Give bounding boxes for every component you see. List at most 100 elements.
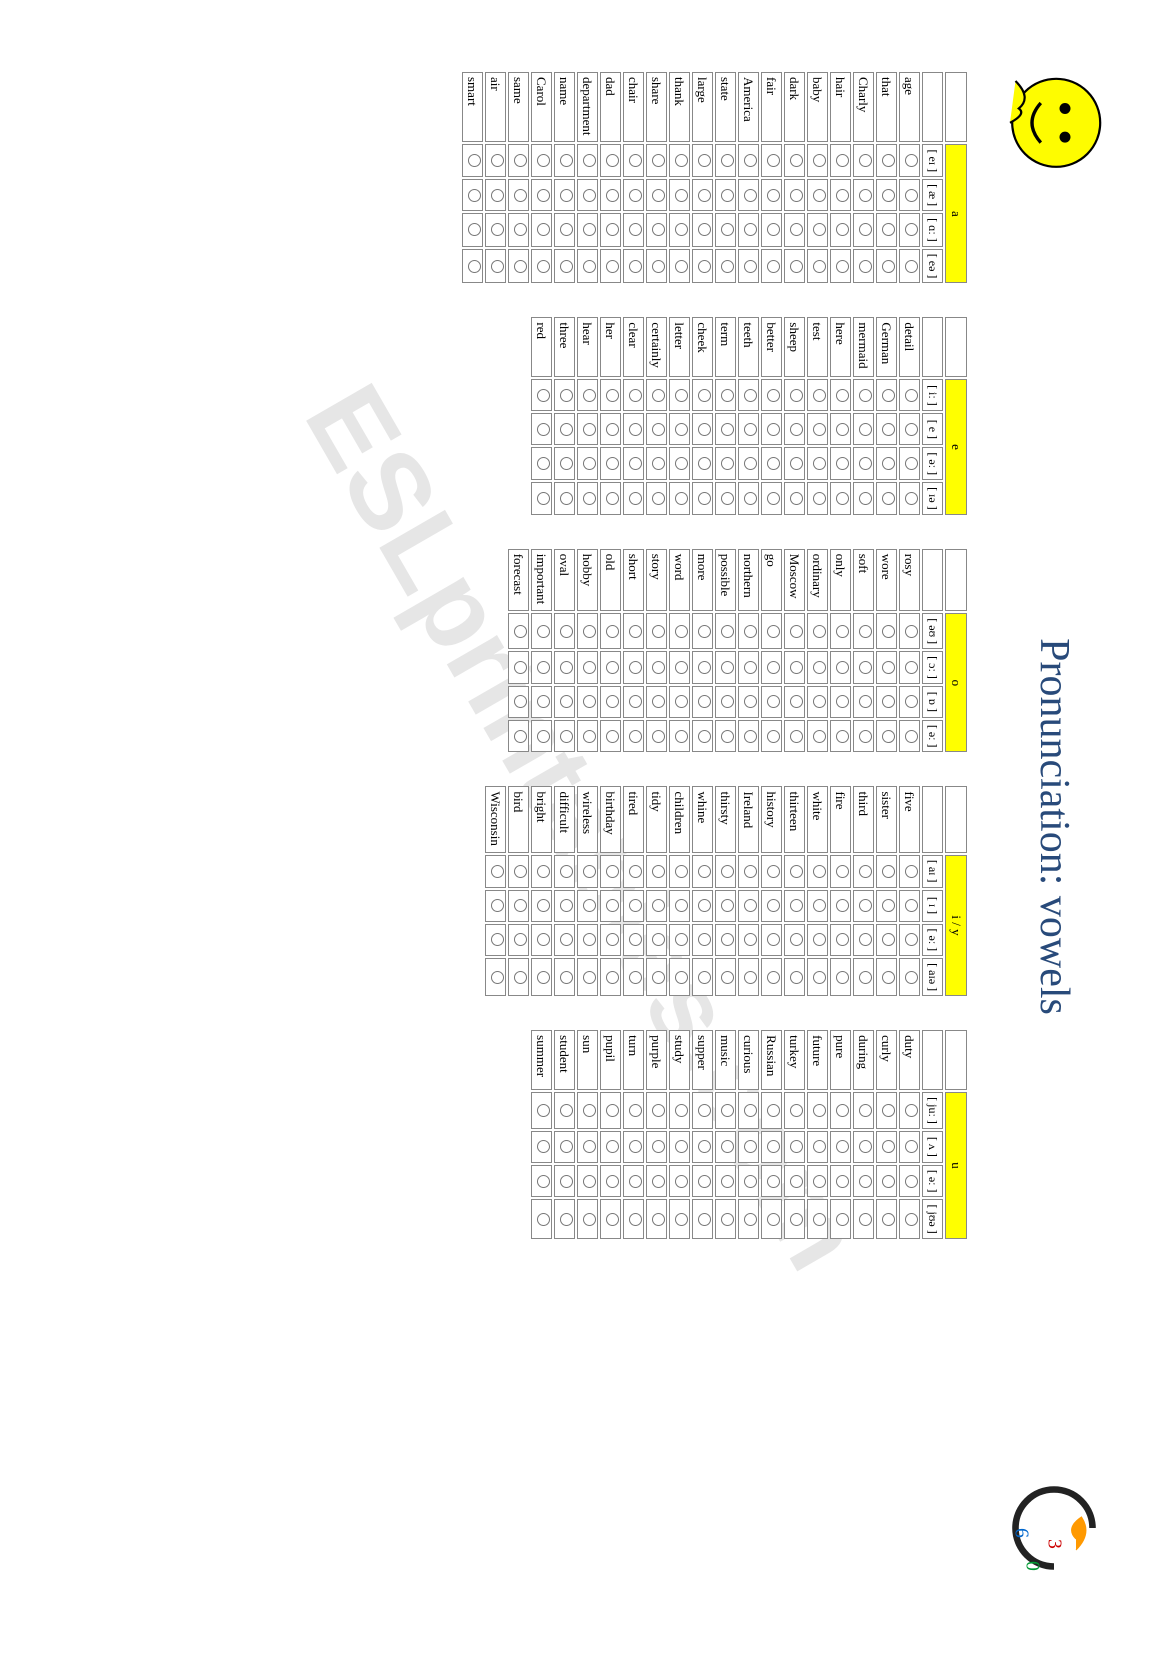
radio-cell[interactable]: [784, 1165, 805, 1198]
radio-icon[interactable]: [790, 1104, 803, 1117]
radio-icon[interactable]: [583, 695, 596, 708]
radio-icon[interactable]: [882, 695, 895, 708]
radio-cell[interactable]: [876, 1165, 897, 1198]
radio-icon[interactable]: [514, 971, 527, 984]
radio-icon[interactable]: [560, 389, 573, 402]
radio-icon[interactable]: [698, 389, 711, 402]
radio-cell[interactable]: [485, 249, 506, 284]
radio-icon[interactable]: [652, 971, 665, 984]
radio-cell[interactable]: [807, 1092, 828, 1129]
radio-icon[interactable]: [468, 189, 481, 202]
radio-cell[interactable]: [830, 651, 851, 684]
radio-icon[interactable]: [836, 492, 849, 505]
radio-cell[interactable]: [508, 613, 529, 649]
radio-cell[interactable]: [623, 924, 644, 957]
radio-cell[interactable]: [554, 958, 575, 996]
radio-icon[interactable]: [836, 1140, 849, 1153]
radio-icon[interactable]: [675, 971, 688, 984]
radio-cell[interactable]: [715, 447, 736, 480]
radio-cell[interactable]: [761, 144, 782, 177]
radio-cell[interactable]: [899, 379, 920, 411]
radio-icon[interactable]: [560, 223, 573, 236]
radio-icon[interactable]: [767, 865, 780, 878]
radio-cell[interactable]: [761, 413, 782, 445]
radio-icon[interactable]: [652, 933, 665, 946]
radio-icon[interactable]: [652, 389, 665, 402]
radio-icon[interactable]: [721, 730, 734, 743]
radio-icon[interactable]: [583, 1140, 596, 1153]
radio-icon[interactable]: [583, 260, 596, 273]
radio-cell[interactable]: [715, 213, 736, 247]
radio-cell[interactable]: [646, 890, 667, 922]
radio-icon[interactable]: [721, 389, 734, 402]
radio-cell[interactable]: [531, 249, 552, 284]
radio-cell[interactable]: [600, 1092, 621, 1129]
radio-icon[interactable]: [606, 492, 619, 505]
radio-icon[interactable]: [583, 1104, 596, 1117]
radio-cell[interactable]: [738, 413, 759, 445]
radio-icon[interactable]: [606, 661, 619, 674]
radio-icon[interactable]: [721, 423, 734, 436]
radio-cell[interactable]: [738, 686, 759, 718]
radio-cell[interactable]: [646, 144, 667, 177]
radio-icon[interactable]: [721, 1175, 734, 1188]
radio-icon[interactable]: [560, 661, 573, 674]
radio-cell[interactable]: [485, 144, 506, 177]
radio-cell[interactable]: [669, 924, 690, 957]
radio-cell[interactable]: [761, 958, 782, 996]
radio-cell[interactable]: [784, 890, 805, 922]
radio-cell[interactable]: [784, 249, 805, 284]
radio-cell[interactable]: [623, 720, 644, 753]
radio-icon[interactable]: [698, 899, 711, 912]
radio-cell[interactable]: [669, 1165, 690, 1198]
radio-cell[interactable]: [600, 379, 621, 411]
radio-icon[interactable]: [652, 154, 665, 167]
radio-icon[interactable]: [744, 423, 757, 436]
radio-icon[interactable]: [675, 423, 688, 436]
radio-cell[interactable]: [600, 651, 621, 684]
radio-icon[interactable]: [698, 1213, 711, 1226]
radio-cell[interactable]: [531, 213, 552, 247]
radio-cell[interactable]: [715, 958, 736, 996]
radio-icon[interactable]: [537, 389, 550, 402]
radio-cell[interactable]: [853, 890, 874, 922]
radio-icon[interactable]: [767, 971, 780, 984]
radio-icon[interactable]: [790, 933, 803, 946]
radio-cell[interactable]: [761, 720, 782, 753]
radio-icon[interactable]: [859, 899, 872, 912]
radio-cell[interactable]: [531, 686, 552, 718]
radio-cell[interactable]: [807, 855, 828, 888]
radio-icon[interactable]: [813, 865, 826, 878]
radio-cell[interactable]: [623, 890, 644, 922]
radio-cell[interactable]: [807, 958, 828, 996]
radio-cell[interactable]: [577, 413, 598, 445]
radio-icon[interactable]: [882, 389, 895, 402]
radio-icon[interactable]: [744, 971, 757, 984]
radio-cell[interactable]: [623, 144, 644, 177]
radio-cell[interactable]: [876, 447, 897, 480]
radio-cell[interactable]: [531, 482, 552, 515]
radio-cell[interactable]: [669, 413, 690, 445]
radio-icon[interactable]: [813, 154, 826, 167]
radio-icon[interactable]: [744, 1104, 757, 1117]
radio-cell[interactable]: [830, 1092, 851, 1129]
radio-icon[interactable]: [813, 625, 826, 638]
radio-cell[interactable]: [669, 1092, 690, 1129]
radio-cell[interactable]: [692, 1092, 713, 1129]
radio-cell[interactable]: [853, 720, 874, 753]
radio-cell[interactable]: [600, 413, 621, 445]
radio-cell[interactable]: [554, 890, 575, 922]
radio-icon[interactable]: [514, 865, 527, 878]
radio-cell[interactable]: [508, 213, 529, 247]
radio-cell[interactable]: [807, 144, 828, 177]
radio-icon[interactable]: [767, 933, 780, 946]
radio-icon[interactable]: [744, 260, 757, 273]
radio-cell[interactable]: [692, 179, 713, 211]
radio-cell[interactable]: [577, 1131, 598, 1163]
radio-icon[interactable]: [721, 189, 734, 202]
radio-cell[interactable]: [669, 613, 690, 649]
radio-cell[interactable]: [692, 651, 713, 684]
radio-icon[interactable]: [629, 189, 642, 202]
radio-icon[interactable]: [744, 865, 757, 878]
radio-icon[interactable]: [882, 423, 895, 436]
